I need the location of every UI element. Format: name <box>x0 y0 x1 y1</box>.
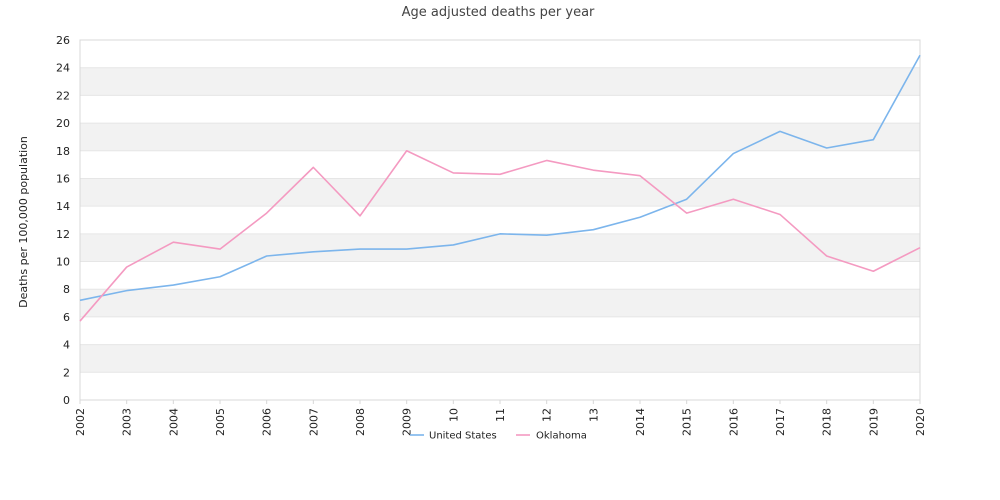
grid-band <box>80 289 920 317</box>
y-axis-label: Deaths per 100,000 population <box>17 136 30 308</box>
series-group <box>79 54 921 322</box>
grid-band <box>80 123 920 151</box>
y-tick-label: 20 <box>56 117 70 130</box>
y-tick-label: 16 <box>56 172 70 185</box>
legend[interactable]: United States Oklahoma <box>410 431 587 442</box>
y-tick-label: 12 <box>56 228 70 241</box>
x-tick-label: 2009 <box>401 408 414 436</box>
series-line-oklahoma[interactable] <box>79 149 921 322</box>
x-tick-label: 2008 <box>354 408 367 436</box>
x-tick-label: 2015 <box>681 408 694 436</box>
grid-band <box>80 178 920 207</box>
y-tick-label: 0 <box>63 394 70 407</box>
y-tick-label: 26 <box>56 34 70 47</box>
y-tick-label: 18 <box>56 145 70 158</box>
x-tick-label: 2007 <box>307 408 320 436</box>
y-tick-label: 24 <box>56 62 70 75</box>
x-tick-label: 12 <box>541 408 554 422</box>
grid-bands <box>80 67 920 373</box>
x-tick-label: 2002 <box>74 408 87 436</box>
x-tick-label: 10 <box>447 408 460 422</box>
grid-band <box>80 344 920 373</box>
series-line-united-states[interactable] <box>79 54 921 302</box>
legend-label: United States <box>429 431 497 442</box>
y-tick-label: 10 <box>56 256 70 269</box>
grid-band <box>80 233 920 262</box>
x-tick-label: 2016 <box>727 408 740 436</box>
x-tick-label: 2005 <box>214 408 227 436</box>
y-tick-label: 6 <box>63 311 70 324</box>
x-tick-label: 2004 <box>167 408 180 436</box>
chart-title: Age adjusted deaths per year <box>402 5 595 20</box>
legend-label: Oklahoma <box>536 431 587 442</box>
x-tick-label: 13 <box>587 408 600 422</box>
x-tick-label: 2017 <box>774 408 787 436</box>
y-tick-label: 22 <box>56 89 70 102</box>
grid-band <box>80 67 920 96</box>
x-tick-label: 11 <box>494 408 507 422</box>
x-tick-label: 2019 <box>867 408 880 436</box>
x-tick-label: 2014 <box>634 408 647 436</box>
x-tick-label: 2003 <box>121 408 134 436</box>
x-axis: 2002 2003 2004 2005 2006 2007 2008 2009 10 11 12 13… <box>74 400 927 436</box>
y-tick-label: 2 <box>63 366 70 379</box>
legend-item-oklahoma[interactable]: Oklahoma <box>516 431 587 442</box>
x-tick-label: 2018 <box>821 408 834 436</box>
y-tick-label: 8 <box>63 283 70 296</box>
y-tick-label: 4 <box>63 339 70 352</box>
x-tick-label: 2020 <box>914 408 927 436</box>
y-tick-label: 14 <box>56 200 70 213</box>
x-tick-label: 2006 <box>261 408 274 436</box>
legend-item-united-states[interactable]: United States <box>410 431 497 442</box>
